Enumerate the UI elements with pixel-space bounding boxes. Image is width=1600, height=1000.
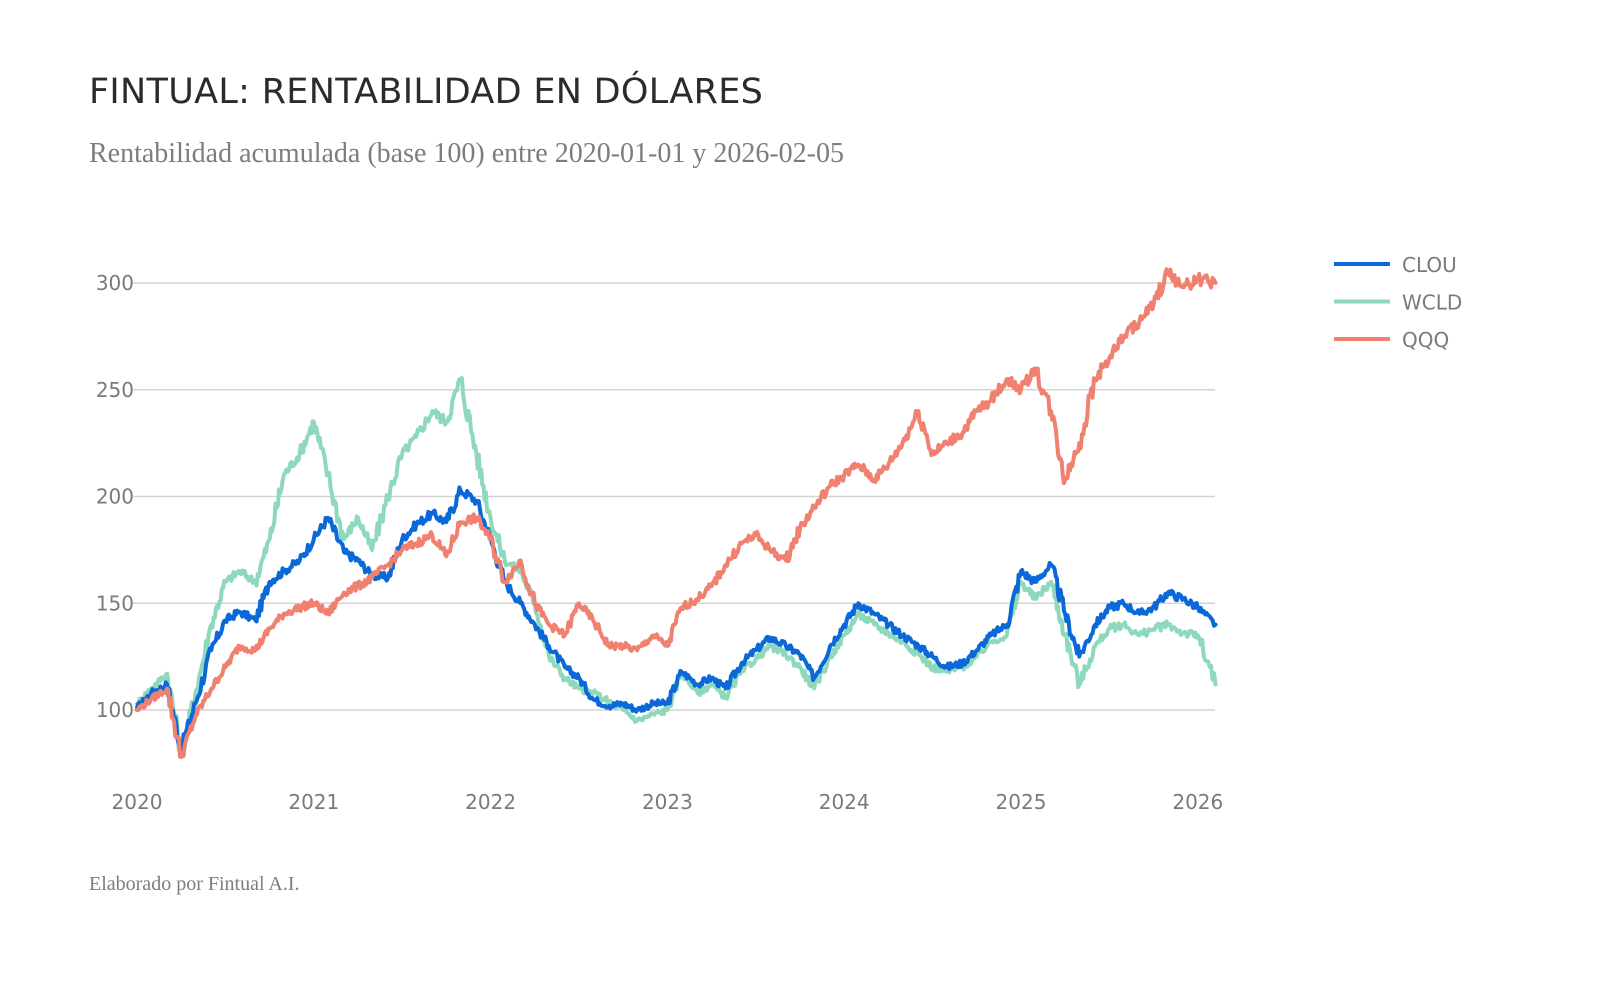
x-tick-label: 2021 bbox=[288, 790, 339, 814]
series-lines bbox=[135, 267, 1218, 759]
y-tick-label: 150 bbox=[96, 591, 134, 615]
y-axis-ticks: 100 150 200 250 300 bbox=[96, 271, 134, 722]
x-tick-label: 2020 bbox=[112, 790, 163, 814]
series-line-qqq bbox=[135, 267, 1218, 759]
chart-title: FINTUAL: RENTABILIDAD EN DÓLARES bbox=[89, 72, 764, 112]
series-line-clou bbox=[135, 485, 1218, 753]
legend-label: QQQ bbox=[1402, 328, 1449, 352]
y-tick-label: 250 bbox=[96, 378, 134, 402]
y-tick-label: 200 bbox=[96, 485, 134, 509]
x-tick-label: 2025 bbox=[996, 790, 1047, 814]
legend-item-clou: CLOU bbox=[1334, 253, 1457, 277]
x-axis-ticks: 2020 2021 2022 2023 2024 2025 2026 bbox=[112, 790, 1224, 814]
x-tick-label: 2024 bbox=[819, 790, 870, 814]
x-tick-label: 2023 bbox=[642, 790, 693, 814]
legend: CLOU WCLD QQQ bbox=[1334, 253, 1462, 352]
footer-credit: Elaborado por Fintual A.I. bbox=[89, 873, 300, 895]
y-tick-label: 100 bbox=[96, 698, 134, 722]
gridlines bbox=[133, 282, 1215, 711]
x-tick-label: 2026 bbox=[1172, 790, 1223, 814]
legend-label: CLOU bbox=[1402, 253, 1457, 277]
chart-subtitle: Rentabilidad acumulada (base 100) entre … bbox=[89, 138, 845, 169]
legend-label: WCLD bbox=[1402, 291, 1462, 315]
legend-item-qqq: QQQ bbox=[1334, 328, 1449, 352]
legend-item-wcld: WCLD bbox=[1334, 291, 1462, 315]
x-tick-label: 2022 bbox=[465, 790, 516, 814]
y-tick-label: 300 bbox=[96, 271, 134, 295]
